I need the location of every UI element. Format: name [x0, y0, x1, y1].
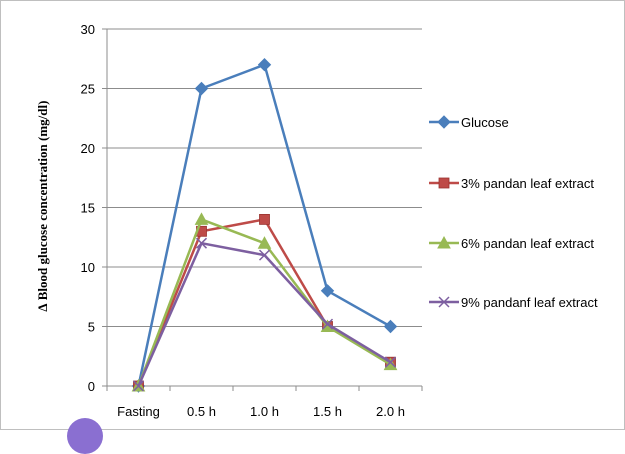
marker-stroke [258, 249, 271, 261]
data-point [194, 81, 209, 96]
y-tick-labels: 0 5 10 15 20 25 30 [81, 22, 95, 394]
marker-stroke [195, 237, 208, 249]
legend-label: 3% pandan leaf extract [461, 176, 594, 191]
y-tick-label: 10 [81, 260, 95, 275]
data-point [320, 284, 335, 298]
data-point [257, 57, 272, 72]
legend-item: 6% pandan leaf extract [429, 235, 594, 251]
data-point [258, 249, 271, 261]
legend-swatch-marker [438, 296, 450, 308]
marker-stroke [321, 318, 334, 330]
data-point [383, 319, 398, 334]
y-tick-label: 15 [81, 201, 95, 216]
legend-item: 3% pandan leaf extract [429, 176, 594, 191]
y-tick-label: 20 [81, 141, 95, 156]
series-line [137, 241, 392, 387]
marker-stroke [384, 356, 397, 368]
x-tick-labels: Fasting 0.5 h 1.0 h 1.5 h 2.0 h [117, 404, 405, 419]
legend-item: Glucose [429, 115, 509, 130]
data-point [132, 380, 145, 392]
axes [102, 28, 423, 391]
data-point [257, 236, 272, 249]
y-tick-label: 0 [88, 379, 95, 394]
data-point [384, 356, 397, 368]
x-tick-label: Fasting [117, 404, 160, 419]
y-axis-label: ∆ Blood glucose concentration (mg/dl) [35, 101, 50, 312]
data-point [194, 212, 209, 225]
data-point [321, 318, 334, 330]
legend: Glucose 3% pandan leaf extract 6% pandan l… [429, 115, 598, 310]
legend-swatch-marker [438, 177, 450, 189]
series-4 [132, 237, 397, 392]
y-tick-label: 5 [88, 320, 95, 335]
legend-label: Glucose [461, 115, 509, 130]
marker-stroke [132, 380, 145, 392]
line-chart: 0 5 10 15 20 25 30 Fasting 0.5 h 1.0 h 1.5 h 2.0 h… [35, 22, 598, 419]
legend-label: 6% pandan leaf extract [461, 236, 594, 251]
gridlines [107, 28, 422, 327]
legend-label: 9% pandanf leaf extract [461, 295, 598, 310]
series-group [131, 57, 398, 393]
y-tick-label: 30 [81, 22, 95, 37]
data-point [259, 213, 270, 225]
data-point [195, 237, 208, 249]
y-tick-label: 25 [81, 82, 95, 97]
x-tick-label: 1.5 h [313, 404, 342, 419]
legend-swatch-marker [437, 115, 451, 129]
corner-badge [67, 418, 103, 454]
marker-stroke [438, 296, 450, 308]
series-line [137, 63, 392, 387]
x-tick-label: 2.0 h [376, 404, 405, 419]
x-tick-label: 0.5 h [187, 404, 216, 419]
data-point [383, 357, 398, 371]
legend-item: 9% pandanf leaf extract [429, 295, 598, 310]
x-tick-label: 1.0 h [250, 404, 279, 419]
legend-swatch-marker [437, 235, 451, 249]
